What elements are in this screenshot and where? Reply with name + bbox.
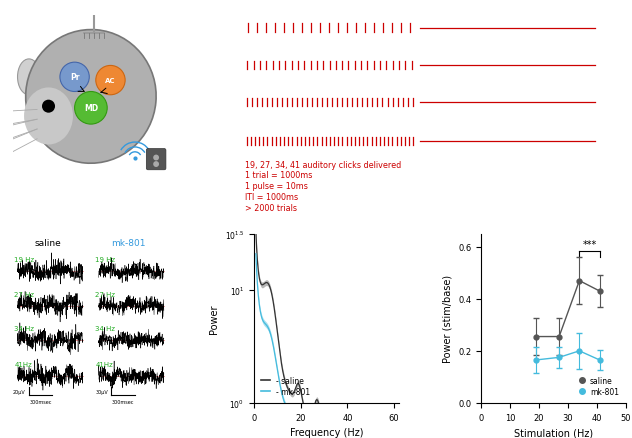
Text: 19 Hz: 19 Hz	[15, 257, 34, 263]
Text: MD: MD	[84, 104, 98, 113]
Circle shape	[60, 63, 89, 92]
Text: 34 Hz: 34 Hz	[95, 325, 116, 331]
Text: saline: saline	[34, 239, 61, 248]
Circle shape	[153, 162, 159, 168]
Text: 41Hz: 41Hz	[15, 361, 32, 367]
FancyBboxPatch shape	[147, 149, 166, 170]
Y-axis label: Power: Power	[209, 304, 219, 333]
X-axis label: Frequency (Hz): Frequency (Hz)	[289, 427, 363, 437]
Ellipse shape	[18, 60, 40, 95]
Text: ITI = 1000ms: ITI = 1000ms	[245, 193, 298, 201]
Circle shape	[42, 100, 55, 113]
Text: 20μV: 20μV	[13, 389, 25, 394]
Text: 34 Hz: 34 Hz	[15, 325, 34, 331]
Text: mk-801: mk-801	[112, 239, 146, 248]
Circle shape	[96, 66, 125, 95]
Text: > 2000 trials: > 2000 trials	[245, 203, 298, 212]
Text: 300msec: 300msec	[29, 399, 52, 404]
Text: Pr: Pr	[70, 73, 80, 82]
Circle shape	[153, 155, 159, 161]
Ellipse shape	[26, 31, 156, 164]
Text: ***: ***	[582, 240, 597, 250]
Legend: - saline, - mk-801: - saline, - mk-801	[258, 373, 313, 399]
Ellipse shape	[24, 88, 73, 145]
Text: 27 Hz: 27 Hz	[15, 291, 34, 297]
Text: 1 pulse = 10ms: 1 pulse = 10ms	[245, 182, 308, 191]
Text: AC: AC	[105, 78, 116, 84]
Text: 19 Hz: 19 Hz	[95, 257, 116, 263]
Text: 41Hz: 41Hz	[95, 361, 113, 367]
Legend: saline, mk-801: saline, mk-801	[577, 373, 622, 399]
X-axis label: Stimulation (Hz): Stimulation (Hz)	[514, 427, 593, 437]
Text: 19, 27, 34, 41 auditory clicks delivered: 19, 27, 34, 41 auditory clicks delivered	[245, 160, 402, 169]
Text: 30μV: 30μV	[95, 389, 108, 394]
Text: 300msec: 300msec	[112, 399, 135, 404]
Circle shape	[75, 92, 107, 125]
Text: 27 Hz: 27 Hz	[95, 291, 116, 297]
Text: 1 trial = 1000ms: 1 trial = 1000ms	[245, 171, 313, 180]
Y-axis label: Power (stim/base): Power (stim/base)	[442, 275, 453, 363]
